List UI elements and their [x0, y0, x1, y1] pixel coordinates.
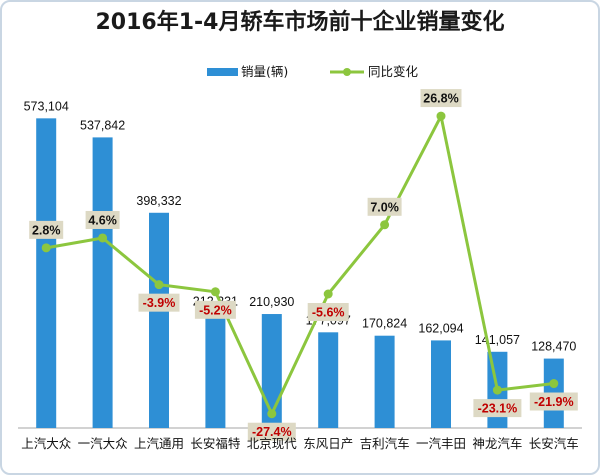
bar: [431, 340, 451, 428]
bar-value-label: 170,824: [362, 317, 407, 331]
percent-label-bg: [307, 303, 349, 321]
category-label: 北京现代: [247, 436, 298, 451]
legend-line-label: 同比变化: [368, 64, 419, 79]
bar: [205, 313, 226, 428]
percent-label: 2.8%: [32, 223, 61, 237]
line-series: [41, 111, 559, 419]
bar: [318, 332, 339, 428]
bar-value-label: 128,470: [531, 340, 576, 354]
category-label: 上汽大众: [21, 436, 71, 451]
line-point: [549, 379, 559, 389]
legend-bar-label: 销量(辆): [241, 64, 288, 79]
line-point: [210, 287, 220, 297]
bar-value-label: 210,930: [249, 295, 294, 309]
percent-label: -3.9%: [143, 296, 176, 310]
category-label: 吉利汽车: [360, 436, 410, 451]
category-label: 东风日产: [303, 436, 353, 451]
bar: [36, 118, 57, 429]
percent-label: -21.9%: [534, 395, 574, 409]
percent-label-bg: [367, 197, 402, 216]
percent-label-bg: [473, 399, 522, 418]
percent-label: 26.8%: [423, 92, 458, 106]
bar: [374, 335, 395, 428]
percent-label: -5.6%: [312, 306, 345, 320]
percent-label-bg: [138, 293, 180, 312]
line-point: [154, 280, 164, 290]
category-label: 神龙汽车: [472, 436, 522, 451]
legend: 销量(辆) 同比变化: [207, 64, 419, 79]
line-path: [45, 114, 554, 416]
line-point: [436, 111, 446, 121]
percent-label-bg: [529, 392, 578, 411]
legend-line-marker: [343, 68, 351, 76]
legend-bar-swatch: [207, 68, 238, 76]
category-labels: 上汽大众 一汽大众 上汽通用 长安福特 北京现代 东风日产 吉利汽车 一汽丰田 神龙汽车 长安汽车: [21, 436, 579, 451]
bar: [149, 212, 169, 428]
category-label: 上汽通用: [134, 436, 184, 451]
percent-label: -5.2%: [199, 303, 232, 317]
line-point: [267, 409, 277, 419]
chart-title: 2016年1-4月轿车市场前十企业销量变化: [95, 10, 505, 35]
percent-label-bg: [247, 422, 296, 441]
percent-label-bg: [420, 89, 462, 108]
bar-value-label: 537,842: [80, 118, 125, 132]
bars-group: [36, 118, 564, 429]
percent-label-bg: [29, 220, 64, 239]
percent-labels: 2.8% 4.6% -3.9% -5.2% -27.4% -5.6% 7.0% 26.8% -2…: [29, 89, 578, 441]
percent-label: -23.1%: [478, 402, 518, 416]
bar-value-label: 398,332: [136, 194, 181, 208]
category-label: 一汽大众: [78, 436, 128, 451]
bar: [92, 137, 113, 428]
line-point: [380, 220, 390, 230]
category-label: 一汽丰田: [416, 436, 466, 451]
percent-label-bg: [85, 210, 120, 229]
percent-label: 7.0%: [370, 200, 399, 214]
bar-value-label: 573,104: [24, 99, 69, 113]
bar-value-label: 162,094: [418, 321, 463, 335]
line-point: [323, 289, 333, 299]
category-label: 长安福特: [190, 436, 240, 451]
bar-value-label: 141,057: [475, 333, 520, 347]
line-point: [492, 385, 502, 395]
category-label: 长安汽车: [529, 436, 579, 451]
line-point: [41, 243, 51, 253]
line-point: [98, 233, 108, 243]
percent-label: -27.4%: [252, 425, 292, 439]
percent-label-bg: [194, 300, 236, 319]
percent-label: 4.6%: [88, 213, 117, 227]
